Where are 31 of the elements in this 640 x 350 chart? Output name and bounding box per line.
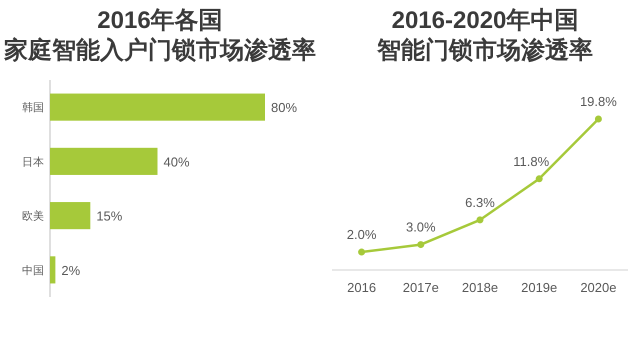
data-label: 3.0% — [406, 220, 436, 235]
point — [417, 241, 424, 248]
point — [476, 216, 484, 224]
y-tick-label: 中国 — [22, 264, 44, 277]
data-label: 80% — [271, 100, 298, 116]
x-tick-label: 2018e — [462, 280, 498, 295]
chart-title: 2016年各国 — [97, 7, 223, 34]
x-tick-label: 2019e — [521, 280, 558, 295]
data-label: 19.8% — [580, 94, 618, 109]
chart-subtitle: 家庭智能入户门锁市场渗透率 — [3, 37, 316, 64]
x-tick-label: 2016 — [347, 280, 376, 295]
y-tick-label: 欧美 — [22, 210, 44, 223]
data-label: 40% — [164, 154, 190, 170]
chart-subtitle: 智能门锁市场渗透率 — [376, 37, 593, 64]
data-label: 2.0% — [346, 227, 377, 242]
point — [536, 175, 543, 182]
data-label: 2% — [61, 262, 81, 278]
bar — [50, 202, 90, 230]
data-label: 11.8% — [513, 154, 550, 169]
y-tick-label: 韩国 — [22, 101, 44, 114]
x-tick-label: 2017e — [402, 280, 439, 295]
bar — [50, 256, 56, 284]
point — [358, 248, 366, 256]
bar — [50, 148, 158, 175]
x-tick-label: 2020e — [580, 280, 616, 295]
data-label: 15% — [96, 208, 123, 224]
point — [594, 116, 602, 122]
bar — [50, 94, 265, 121]
data-label: 6.3% — [465, 194, 496, 210]
chart-title: 2016-2020年中国 — [392, 7, 578, 34]
y-tick-label: 日本 — [22, 155, 44, 168]
